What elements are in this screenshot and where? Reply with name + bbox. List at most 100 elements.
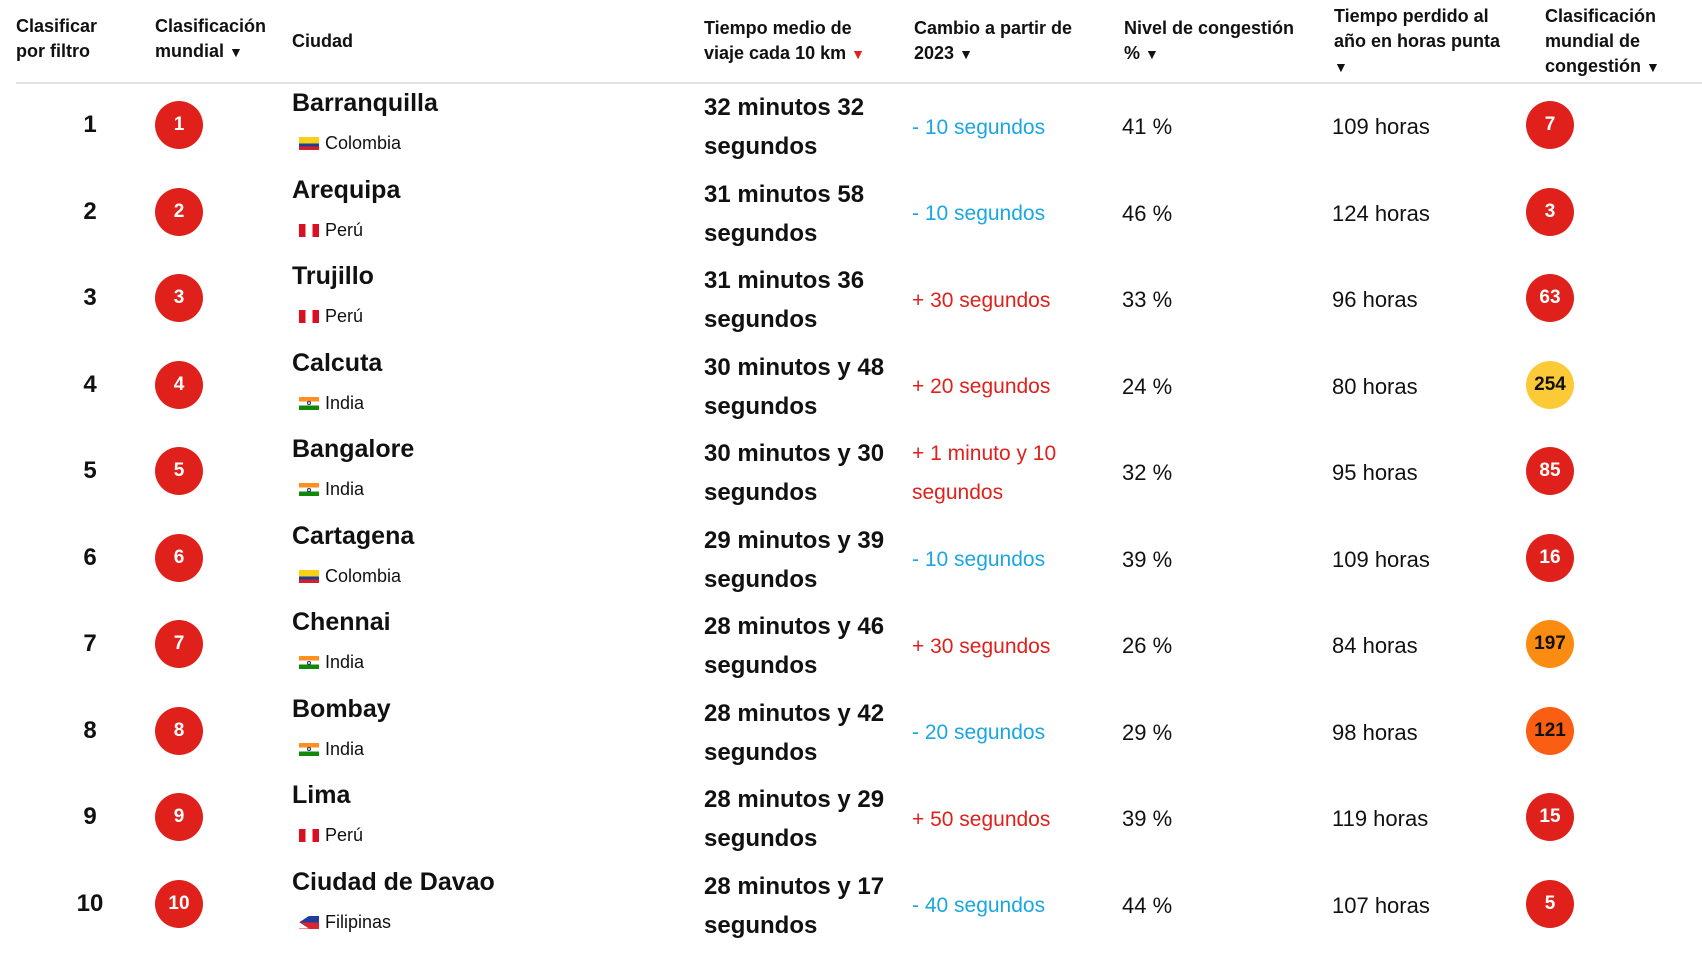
congestion-level: 32 % bbox=[1122, 460, 1173, 485]
time-lost-hours: 109 horas bbox=[1332, 114, 1430, 139]
table-row[interactable]: 1 1 Barranquilla Colombia 32 minutos 32 … bbox=[16, 84, 1702, 171]
flag-icon bbox=[299, 223, 319, 237]
country-name: India bbox=[325, 479, 365, 499]
header-time-lost[interactable]: Tiempo perdido al año en horas punta ▼ bbox=[1334, 6, 1501, 75]
filter-rank: 9 bbox=[83, 803, 97, 830]
congestion-level: 39 % bbox=[1122, 806, 1173, 831]
filter-rank: 5 bbox=[83, 457, 97, 484]
travel-time: 31 minutos 58 segundos bbox=[704, 180, 865, 247]
country-label: Colombia bbox=[299, 131, 401, 155]
flag-icon bbox=[299, 742, 319, 756]
country-label: Filipinas bbox=[299, 910, 391, 934]
world-rank-badge: 9 bbox=[155, 793, 203, 841]
header-congestion-level[interactable]: Nivel de congestión % ▼ bbox=[1124, 18, 1295, 63]
country-label: Perú bbox=[299, 304, 363, 328]
filter-rank: 10 bbox=[76, 889, 104, 917]
sort-down-icon[interactable]: ▼ bbox=[1334, 59, 1348, 75]
congestion-level: 33 % bbox=[1122, 287, 1173, 312]
sort-down-icon[interactable]: ▼ bbox=[1646, 59, 1660, 75]
city-name-link[interactable]: Calcuta bbox=[292, 348, 383, 377]
world-rank-badge: 3 bbox=[155, 274, 203, 322]
table-row[interactable]: 3 3 Trujillo Perú 31 minutos 36 segundos… bbox=[16, 257, 1702, 344]
sort-down-icon[interactable]: ▼ bbox=[1145, 46, 1159, 62]
city-name-link[interactable]: Ciudad de Davao bbox=[292, 867, 495, 896]
travel-time: 32 minutos 32 segundos bbox=[704, 94, 865, 160]
congestion-rank-badge: 7 bbox=[1526, 101, 1574, 149]
time-lost-hours: 109 horas bbox=[1332, 546, 1430, 572]
table-body: 1 1 Barranquilla Colombia 32 minutos 32 … bbox=[16, 84, 1702, 949]
city-name-link[interactable]: Trujillo bbox=[292, 262, 374, 290]
change-since-2023: - 10 segundos bbox=[912, 548, 1046, 571]
table-row[interactable]: 7 7 Chennai India 28 minutos y 46 segund… bbox=[16, 603, 1702, 690]
change-since-2023: + 30 segundos bbox=[912, 288, 1051, 312]
table-header: Clasificar por filtro Clasificación mund… bbox=[16, 0, 1702, 84]
header-travel-time[interactable]: Tiempo medio de viaje cada 10 km ▼ bbox=[704, 18, 865, 63]
filter-rank: 4 bbox=[83, 370, 97, 398]
travel-time: 28 minutos y 42 segundos bbox=[704, 699, 885, 766]
congestion-rank-badge: 63 bbox=[1526, 274, 1574, 322]
congestion-level: 41 % bbox=[1122, 114, 1173, 139]
congestion-level: 39 % bbox=[1122, 546, 1173, 572]
congestion-rank-badge: 3 bbox=[1526, 187, 1574, 236]
congestion-level: 46 % bbox=[1122, 200, 1173, 226]
time-lost-hours: 98 horas bbox=[1332, 719, 1418, 745]
time-lost-hours: 95 horas bbox=[1332, 460, 1418, 485]
filter-rank: 8 bbox=[83, 716, 97, 744]
city-name-link[interactable]: Chennai bbox=[292, 608, 391, 636]
city-name-link[interactable]: Arequipa bbox=[292, 175, 401, 204]
country-label: India bbox=[299, 477, 364, 501]
city-name-link[interactable]: Bangalore bbox=[292, 435, 415, 463]
table-row[interactable]: 9 9 Lima Perú 28 minutos y 29 segundos +… bbox=[16, 776, 1702, 863]
world-rank-badge: 4 bbox=[155, 360, 203, 409]
time-lost-hours: 124 horas bbox=[1332, 200, 1430, 226]
congestion-rank-badge: 5 bbox=[1526, 879, 1574, 928]
table-row[interactable]: 4 4 Calcuta India 30 minutos y 48 segund… bbox=[16, 344, 1702, 431]
header-city[interactable]: Ciudad bbox=[292, 31, 353, 51]
table-row[interactable]: 5 5 Bangalore India 30 minutos y 30 segu… bbox=[16, 430, 1702, 517]
world-rank-badge: 10 bbox=[155, 879, 203, 928]
table-row[interactable]: 6 6 Cartagena Colombia 29 minutos y 39 s… bbox=[16, 517, 1702, 604]
flag-icon bbox=[299, 656, 319, 669]
table-row[interactable]: 2 2 Arequipa Perú 31 minutos 58 segundos… bbox=[16, 171, 1702, 258]
country-label: Perú bbox=[299, 218, 363, 242]
traffic-ranking-table: Clasificar por filtro Clasificación mund… bbox=[16, 0, 1702, 949]
country-label: India bbox=[299, 391, 364, 415]
congestion-rank-badge: 121 bbox=[1526, 706, 1574, 755]
sort-active-icon[interactable]: ▼ bbox=[851, 46, 865, 62]
header-change[interactable]: Cambio a partir de 2023 ▼ bbox=[914, 18, 1073, 63]
city-name-link[interactable]: Barranquilla bbox=[292, 89, 438, 117]
filter-rank: 3 bbox=[83, 284, 97, 311]
time-lost-hours: 84 horas bbox=[1332, 633, 1418, 658]
city-name-link[interactable]: Lima bbox=[292, 781, 351, 809]
filter-rank: 6 bbox=[83, 543, 97, 571]
travel-time: 28 minutos y 17 segundos bbox=[704, 872, 885, 939]
travel-time: 31 minutos 36 segundos bbox=[704, 267, 865, 333]
congestion-rank-badge: 15 bbox=[1526, 793, 1574, 841]
table-row[interactable]: 10 10 Ciudad de Davao Filipinas 28 minut… bbox=[16, 863, 1702, 950]
city-name-link[interactable]: Bombay bbox=[292, 694, 391, 723]
sort-down-icon[interactable]: ▼ bbox=[229, 44, 243, 60]
country-label: Colombia bbox=[299, 564, 401, 588]
country-label: India bbox=[299, 650, 364, 674]
filter-rank: 7 bbox=[83, 630, 97, 657]
flag-icon bbox=[299, 569, 319, 583]
sort-down-icon[interactable]: ▼ bbox=[959, 46, 973, 62]
city-name-link[interactable]: Cartagena bbox=[292, 521, 415, 550]
world-rank-badge: 8 bbox=[155, 706, 203, 755]
header-congestion-rank[interactable]: Clasificación mundial de congestión ▼ bbox=[1545, 6, 1660, 76]
congestion-level: 26 % bbox=[1122, 633, 1173, 658]
country-name: Perú bbox=[325, 306, 364, 326]
change-since-2023: - 40 segundos bbox=[912, 894, 1046, 917]
header-world-rank[interactable]: Clasificación mundial ▼ bbox=[155, 16, 267, 61]
time-lost-hours: 107 horas bbox=[1332, 892, 1430, 918]
country-name: India bbox=[325, 652, 365, 672]
travel-time: 29 minutos y 39 segundos bbox=[704, 526, 885, 593]
change-since-2023: + 50 segundos bbox=[912, 807, 1051, 831]
congestion-level: 24 % bbox=[1122, 373, 1173, 399]
change-since-2023: + 30 segundos bbox=[912, 634, 1051, 658]
country-label: India bbox=[299, 737, 364, 761]
flag-icon bbox=[299, 829, 319, 842]
header-rank-filter[interactable]: Clasificar por filtro bbox=[16, 16, 98, 61]
world-rank-badge: 7 bbox=[155, 620, 203, 668]
table-row[interactable]: 8 8 Bombay India 28 minutos y 42 segundo… bbox=[16, 690, 1702, 777]
